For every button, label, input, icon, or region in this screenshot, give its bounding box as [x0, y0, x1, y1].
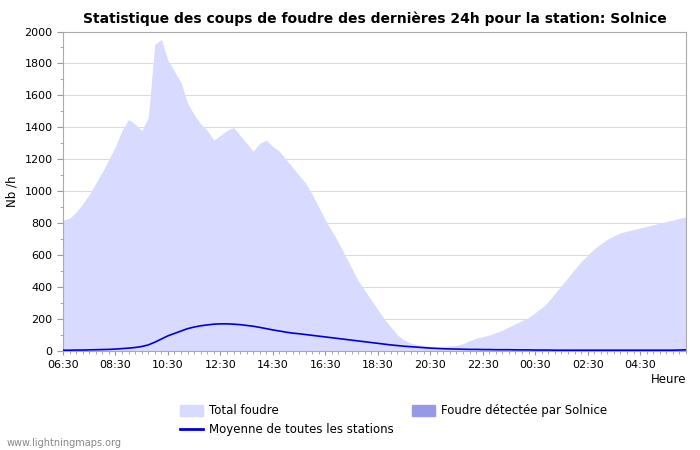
Text: www.lightningmaps.org: www.lightningmaps.org	[7, 438, 122, 448]
Y-axis label: Nb /h: Nb /h	[6, 176, 19, 207]
Legend: Total foudre, Moyenne de toutes les stations, Foudre détectée par Solnice: Total foudre, Moyenne de toutes les stat…	[175, 400, 612, 441]
Title: Statistique des coups de foudre des dernières 24h pour la station: Solnice: Statistique des coups de foudre des dern…	[83, 12, 666, 26]
Text: Heure: Heure	[650, 374, 686, 387]
